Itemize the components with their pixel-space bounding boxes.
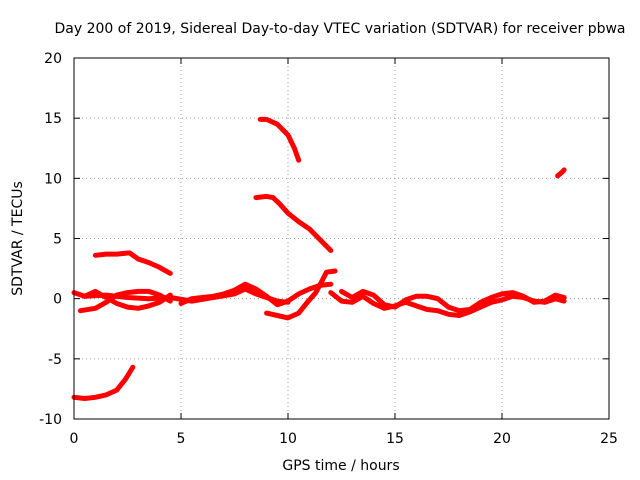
series-line-arc-6 [178,281,334,308]
y-tick-label: -10 [39,412,62,428]
series-line-arc-2 [92,250,173,276]
x-tick-label: 25 [600,431,618,447]
gridlines [74,58,609,419]
series-line-arc-12 [555,167,567,179]
y-tick-label: 15 [44,111,62,127]
x-tick-label: 20 [493,431,511,447]
series-line-arc-1 [71,364,136,401]
y-tick-label: -5 [48,352,62,368]
y-axis-label: SDTVAR / TECUs [10,181,26,296]
series-line-arc-4 [77,288,173,314]
y-tick-label: 5 [53,232,62,248]
x-axis-label: GPS time / hours [282,458,399,474]
y-tick-label: 10 [44,171,62,187]
series-line-arc-11 [339,288,567,314]
data-series [71,116,567,401]
series-line-arc-9 [253,193,334,253]
y-tick-label: 20 [44,51,62,67]
x-tick-label: 0 [70,431,79,447]
x-tick-label: 5 [177,431,186,447]
axis-ticks: 0 5 10 15 20 25 -10 -5 0 5 10 15 20 [39,51,618,447]
series-line-arc-8 [257,116,302,163]
x-tick-label: 10 [279,431,297,447]
y-tick-label: 0 [53,292,62,308]
chart-title: Day 200 of 2019, Sidereal Day-to-day VTE… [54,21,625,37]
series-line-arc-7 [264,268,338,321]
x-tick-label: 15 [386,431,404,447]
